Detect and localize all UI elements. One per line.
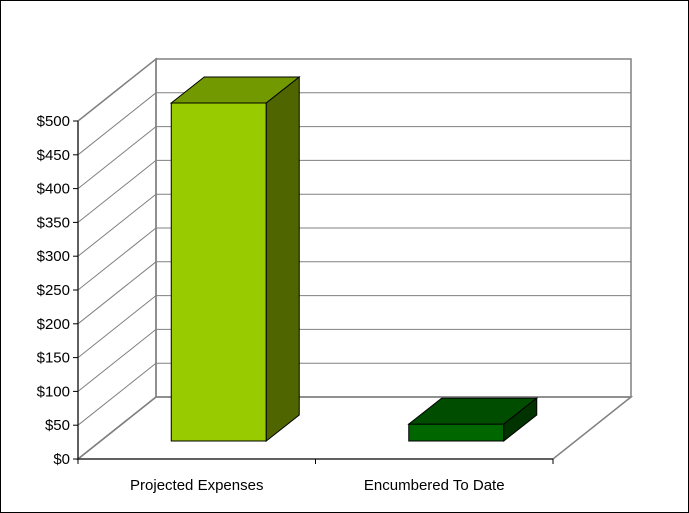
gridline: [77, 396, 631, 460]
y-tick-label: $100: [37, 383, 70, 400]
bar-front-0: [170, 102, 267, 442]
x-category-label: Encumbered To Date: [364, 477, 505, 494]
y-tick-label: $400: [37, 181, 70, 198]
y-tick-label: $50: [45, 417, 70, 434]
bar-front-1: [408, 423, 505, 442]
bar-side-0: [265, 75, 300, 443]
y-tick-label: $450: [37, 147, 70, 164]
y-tick-label: $500: [37, 113, 70, 130]
y-tick-label: $300: [37, 248, 70, 265]
y-tick-label: $200: [37, 316, 70, 333]
y-tick-label: $150: [37, 350, 70, 367]
y-tick-label: $250: [37, 282, 70, 299]
x-category-label: Projected Expenses: [130, 477, 263, 494]
y-tick-label: $0: [53, 451, 70, 468]
bar-side-1: [503, 397, 538, 443]
y-tick-label: $350: [37, 214, 70, 231]
floor: [75, 396, 634, 460]
